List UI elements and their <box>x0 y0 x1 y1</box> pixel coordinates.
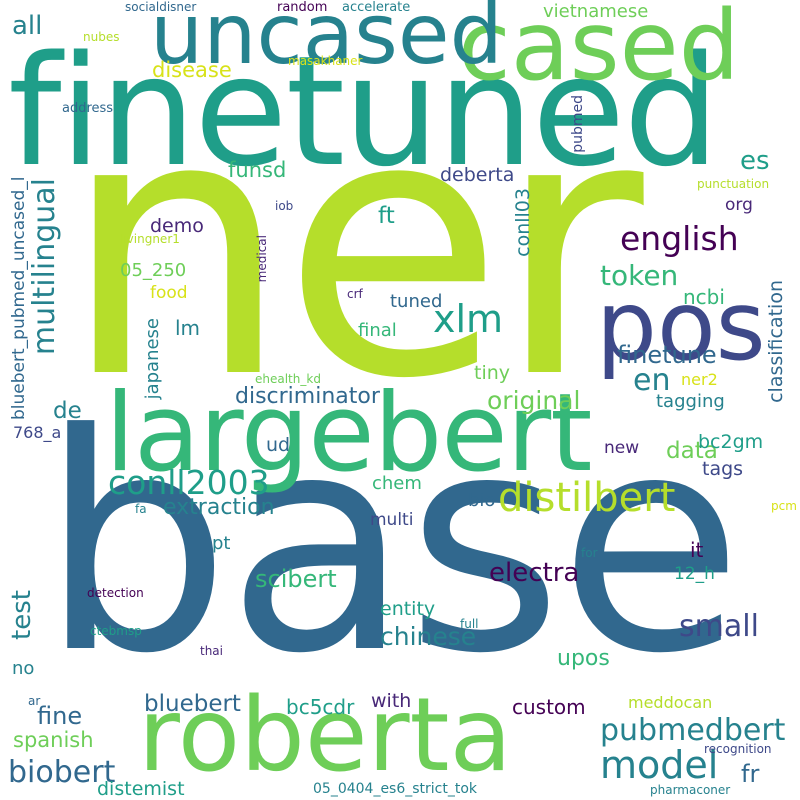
word-demo: demo <box>150 215 204 237</box>
word-medical: medical <box>255 235 269 283</box>
word-fine: fine <box>37 702 83 730</box>
word-classification: classification <box>765 280 787 403</box>
word-new: new <box>604 438 640 458</box>
word-disease: disease <box>152 58 232 82</box>
word-xlm: xlm <box>433 297 504 341</box>
word-base: base <box>40 370 743 719</box>
word-ud: ud <box>266 434 291 456</box>
word-model: model <box>600 743 719 787</box>
word-all: all <box>12 11 43 41</box>
word-chem: chem <box>372 473 422 494</box>
word-extraction: extraction <box>163 495 275 520</box>
word-scibert: scibert <box>255 565 337 593</box>
word-roberta: roberta <box>138 676 513 795</box>
word-iob: iob <box>275 199 294 213</box>
word-test: test <box>7 590 37 640</box>
word-full: full <box>460 617 479 631</box>
word-electra: electra <box>489 558 580 588</box>
word-pos: pos <box>596 270 766 382</box>
word-05-0404-es6-strict-tok: 05_0404_es6_strict_tok <box>313 781 478 797</box>
word-final: final <box>358 320 397 341</box>
word-crf: crf <box>347 287 363 301</box>
word-org: org <box>725 195 753 215</box>
word-12-h: 12_h <box>674 564 715 584</box>
word-05-250: 05_250 <box>120 260 187 281</box>
word-conll2003: conll2003 <box>108 463 270 502</box>
word-tagging: tagging <box>656 391 725 412</box>
word-data: data <box>666 438 718 464</box>
word-discriminator: discriminator <box>235 384 380 409</box>
word-fr: fr <box>741 760 760 788</box>
word-multi: multi <box>370 510 414 530</box>
word-bio: bio <box>468 490 496 511</box>
word-es: es <box>740 146 770 176</box>
word-token: token <box>600 259 679 292</box>
word-pcm: pcm <box>771 499 797 513</box>
word-custom: custom <box>512 695 586 719</box>
word-it: it <box>690 538 704 562</box>
word-recognition: recognition <box>704 742 772 756</box>
word-cased: cased <box>458 0 740 102</box>
word-ctebmsp: ctebmsp <box>90 624 142 638</box>
word-768-a: 768_a <box>13 423 62 442</box>
word-socialdisner: socialdisner <box>125 0 197 14</box>
word-de: de <box>53 398 82 424</box>
word-uncased: uncased <box>150 0 503 83</box>
word-address: address <box>62 101 114 116</box>
word-english: english <box>620 219 739 258</box>
word-nubes: nubes <box>83 30 120 44</box>
word-japanese: japanese <box>142 318 163 400</box>
word-fa: fa <box>135 502 147 516</box>
word-en: en <box>633 363 671 398</box>
word-bc2gm: bc2gm <box>698 431 764 453</box>
word-livingner1: livingner1 <box>120 232 180 246</box>
word-ehealth-kd: ehealth_kd <box>255 372 321 386</box>
word-lm: lm <box>175 316 201 340</box>
word-masakhaner: masakhaner <box>288 54 363 68</box>
word-finetuned: finetuned <box>8 23 720 200</box>
word-accelerate: accelerate <box>342 0 411 15</box>
word-pharmaconer: pharmaconer <box>650 783 731 797</box>
word-deberta: deberta <box>440 164 515 186</box>
word-meddocan: meddocan <box>628 693 713 712</box>
word-tuned: tuned <box>390 291 443 312</box>
word-no: no <box>12 658 35 679</box>
word-conll03: conll03 <box>512 188 534 257</box>
word-pt: pt <box>212 533 231 554</box>
word-multilingual: multilingual <box>27 178 62 356</box>
word-upos: upos <box>557 646 610 671</box>
word-pubmed: pubmed <box>570 95 586 153</box>
word-with: with <box>371 690 412 712</box>
word-ner: ner <box>62 38 644 457</box>
word-for: for <box>581 546 598 560</box>
word-bluebert-pubmed-uncased-l: bluebert_pubmed_uncased_l <box>9 176 29 420</box>
word-tags: tags <box>702 458 744 480</box>
word-random: random <box>277 0 328 15</box>
word-thai: thai <box>200 644 223 658</box>
word-ft: ft <box>378 203 395 229</box>
word-bc5cdr: bc5cdr <box>286 695 355 719</box>
word-small: small <box>679 609 759 644</box>
word-distemist: distemist <box>97 778 185 800</box>
word-detection: detection <box>87 586 144 600</box>
word-finetune: finetune <box>617 341 717 369</box>
word-ner2: ner2 <box>681 370 718 389</box>
word-distilbert: distilbert <box>498 475 676 521</box>
word-largebert: largebert <box>105 371 592 496</box>
word-tiny: tiny <box>474 362 511 384</box>
word-ncbi: ncbi <box>683 285 725 309</box>
word-spanish: spanish <box>13 728 94 752</box>
word-original: original <box>487 386 581 415</box>
word-punctuation: punctuation <box>697 177 770 191</box>
word-bluebert: bluebert <box>144 691 241 717</box>
word-vietnamese: vietnamese <box>543 1 649 22</box>
word-pubmedbert: pubmedbert <box>600 713 786 748</box>
word-entity: entity <box>380 598 436 620</box>
word-biobert: biobert <box>8 755 116 790</box>
word-ar: ar <box>28 694 41 708</box>
word-chinese: chinese <box>380 622 477 651</box>
word-funsd: funsd <box>228 158 287 182</box>
word-food: food <box>150 283 188 303</box>
